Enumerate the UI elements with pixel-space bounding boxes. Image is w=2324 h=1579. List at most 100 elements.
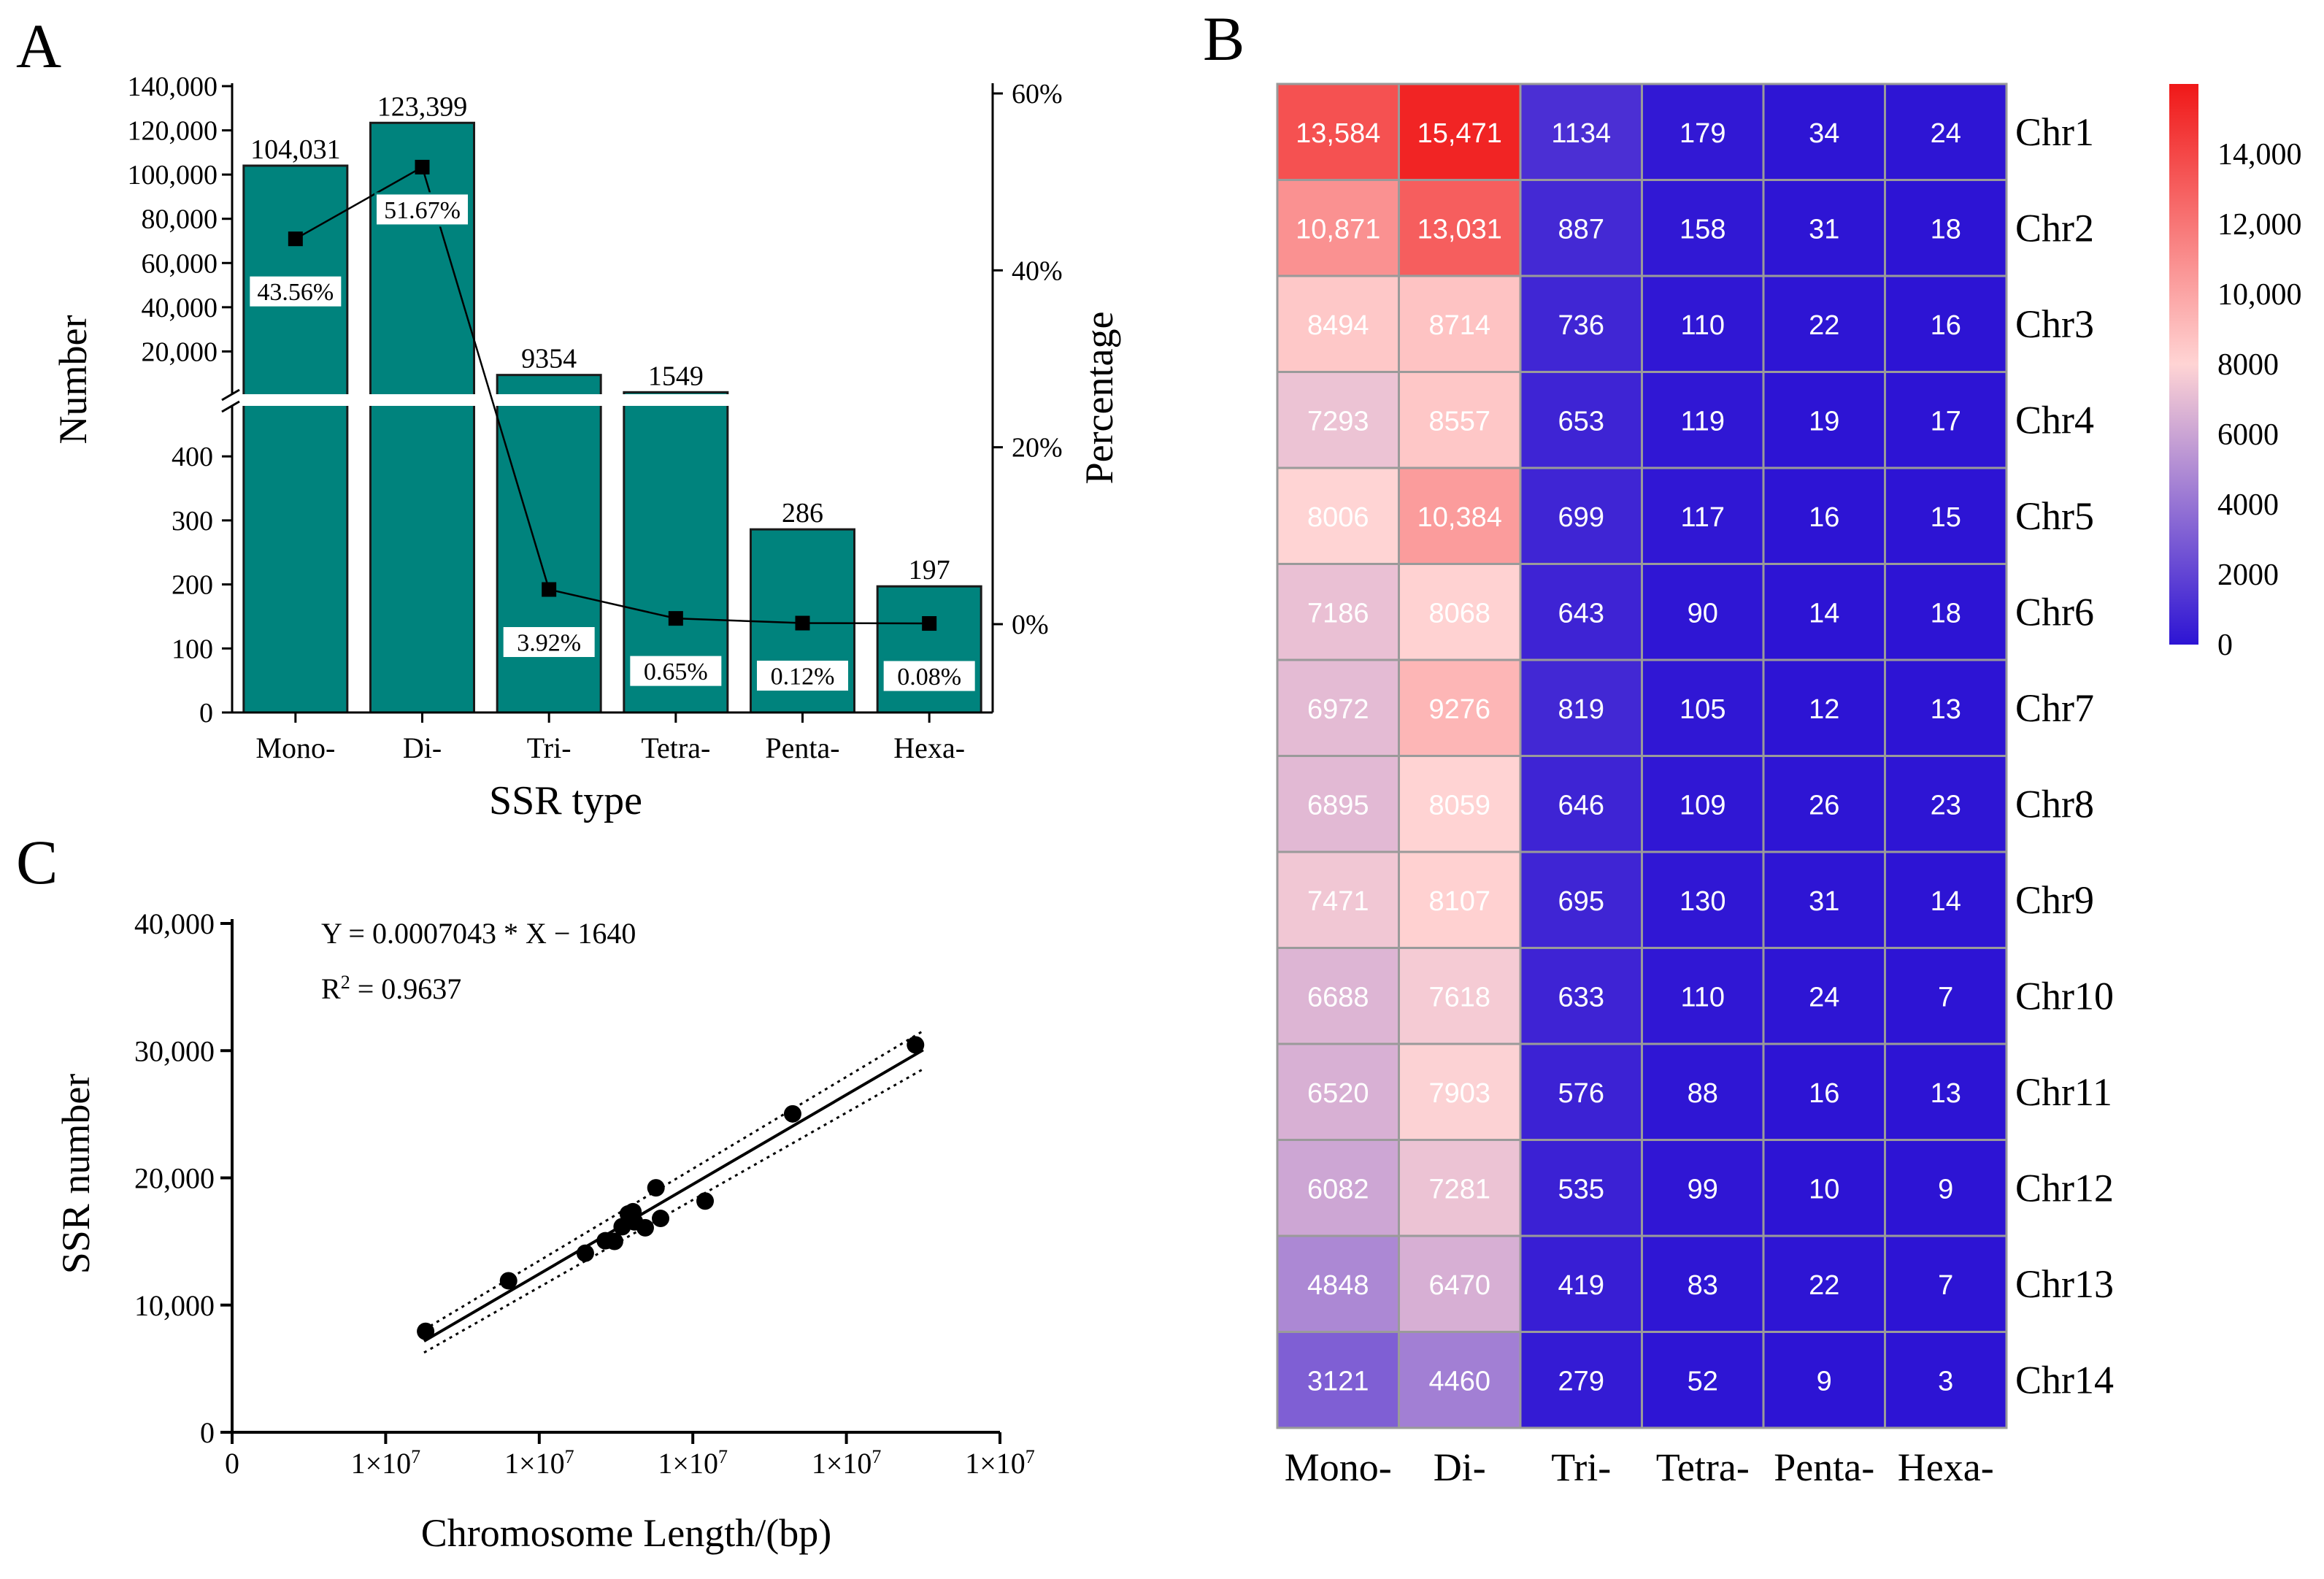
heatmap-cell	[1884, 179, 2008, 277]
secondary-y-axis-label: Percentage	[1077, 312, 1121, 485]
heatmap-cell-value: 110	[1680, 310, 1725, 341]
row-label: Chr3	[2015, 302, 2094, 346]
heatmap-cell-value: 15	[1931, 502, 1961, 533]
heatmap-cell-value: 117	[1680, 502, 1725, 533]
scatter-point	[499, 1272, 517, 1290]
confidence-band-lower	[423, 1068, 924, 1354]
y-axis-label: SSR number	[54, 1074, 98, 1275]
x-tick-base: 0	[225, 1447, 239, 1480]
percentage-label: 0.65%	[644, 658, 708, 685]
percentage-marker	[415, 159, 430, 174]
heatmap-cell-value: 130	[1679, 886, 1725, 917]
x-tick-label: Penta-	[765, 731, 839, 764]
heatmap-cell	[1762, 947, 1886, 1045]
heatmap-cell-value: 8557	[1428, 406, 1490, 437]
x-tick-base: 1×10	[812, 1447, 872, 1480]
heatmap-cell	[1398, 179, 1522, 277]
heatmap-cell-value: 158	[1679, 214, 1725, 245]
heatmap-cell-value: 8107	[1428, 886, 1490, 917]
heatmap-cell-value: 31	[1809, 214, 1839, 245]
heatmap-cell	[1519, 274, 1643, 373]
bar-value-label: 9354	[521, 344, 577, 374]
panel-c-scatter: C Y = 0.0007043 * X − 1640 R2 = 0.9637 0…	[16, 827, 1035, 1555]
row-label: Chr11	[2015, 1070, 2112, 1114]
scatter-point	[636, 1218, 654, 1237]
heatmap-cell	[1276, 1042, 1400, 1141]
y-tick-label: 300	[172, 506, 213, 537]
heatmap-cell-value: 736	[1558, 310, 1604, 341]
heatmap-cell	[1884, 563, 2008, 661]
heatmap-cell-value: 24	[1931, 118, 1961, 149]
y-tick-label: 400	[172, 442, 213, 472]
heatmap-cell-value: 699	[1558, 502, 1604, 533]
colorbar-tick-label: 14,000	[2217, 138, 2302, 172]
heatmap-cell	[1641, 563, 1765, 661]
row-labels: Chr1 Chr2 Chr3 Chr4 Chr5 Chr6 Chr7 Chr8 Chr9 Chr1…	[2015, 110, 2114, 1402]
colorbar-ticks: 0 2000 4000 6000 8000 10,000 12,000 14,000	[2217, 138, 2302, 662]
heatmap-cell-value: 8006	[1307, 502, 1369, 533]
y-tick-label: 20,000	[134, 1162, 215, 1195]
bar-hexa	[876, 585, 982, 714]
heatmap-cell	[1398, 1234, 1522, 1333]
x-tick-label: 1×107	[812, 1446, 882, 1480]
scatter-point	[907, 1036, 925, 1054]
heatmap-cell-value: 52	[1688, 1366, 1718, 1396]
heatmap-cell-value: 6688	[1307, 982, 1369, 1013]
colorbar-tick-label: 0	[2217, 629, 2233, 662]
panel-label-a: A	[16, 11, 61, 81]
heatmap-cell-value: 18	[1931, 214, 1961, 245]
heatmap-cell	[1884, 274, 2008, 373]
heatmap-cell-value: 13	[1931, 1078, 1961, 1109]
y-tick-label: 140,000	[128, 72, 218, 102]
column-label: Di-	[1434, 1445, 1486, 1489]
y-tick-label: 20,000	[142, 337, 218, 367]
heatmap-cell-value: 819	[1558, 694, 1604, 725]
row-label: Chr9	[2015, 878, 2094, 922]
heatmap-cell-value: 18	[1931, 598, 1961, 629]
y-tick-label: 0	[199, 698, 213, 729]
heatmap-cell	[1519, 755, 1643, 853]
y-tick-label: 40,000	[134, 907, 215, 940]
heatmap-cell	[1398, 563, 1522, 661]
heatmap-cell	[1276, 1234, 1400, 1333]
heatmap-cell-value: 3121	[1307, 1366, 1369, 1396]
heatmap-cell	[1519, 658, 1643, 757]
bar-value-label: 1549	[648, 361, 704, 391]
scatter-point	[417, 1322, 435, 1340]
percentage-label-box	[628, 653, 724, 688]
bar-value-label: 123,399	[377, 91, 468, 122]
row-label: Chr10	[2015, 974, 2114, 1018]
heatmap-cell-value: 8068	[1428, 598, 1490, 629]
heatmap-cell-value: 13,584	[1296, 118, 1380, 149]
heatmap-cell	[1641, 1042, 1765, 1141]
r-squared-value: = 0.9637	[350, 972, 462, 1005]
heatmap-cell	[1884, 371, 2008, 469]
heatmap-cell-value: 6082	[1307, 1174, 1369, 1205]
column-label: Penta-	[1774, 1445, 1874, 1489]
scatter-point	[783, 1104, 801, 1123]
heatmap-cell	[1641, 1139, 1765, 1237]
scatter-point	[652, 1210, 670, 1228]
percentage-label: 0.08%	[897, 664, 961, 691]
y-tick-label: 200	[172, 570, 213, 601]
axis-break-mark	[221, 388, 240, 402]
heatmap-cell	[1519, 850, 1643, 949]
heatmap-cell-value: 14	[1931, 886, 1961, 917]
y-tick-label: 60,000	[142, 248, 218, 279]
row-label: Chr1	[2015, 110, 2094, 154]
heatmap-cell-value: 31	[1809, 886, 1839, 917]
heatmap-cell-value: 22	[1809, 1270, 1839, 1301]
heatmap-cell	[1276, 82, 1400, 181]
x-tick-label: 1×107	[351, 1446, 421, 1480]
column-label: Tetra-	[1656, 1445, 1750, 1489]
heatmap-cell-value: 17	[1931, 406, 1961, 437]
heatmap-cell-value: 14	[1809, 598, 1839, 629]
heatmap-cell-value: 7618	[1428, 982, 1490, 1013]
heatmap-cell-value: 105	[1679, 694, 1725, 725]
row-label: Chr8	[2015, 782, 2094, 826]
heatmap-cell-value: 19	[1809, 406, 1839, 437]
heatmap-cell-value: 110	[1680, 982, 1725, 1013]
heatmap-cell	[1641, 274, 1765, 373]
percentage-label: 51.67%	[384, 197, 461, 224]
